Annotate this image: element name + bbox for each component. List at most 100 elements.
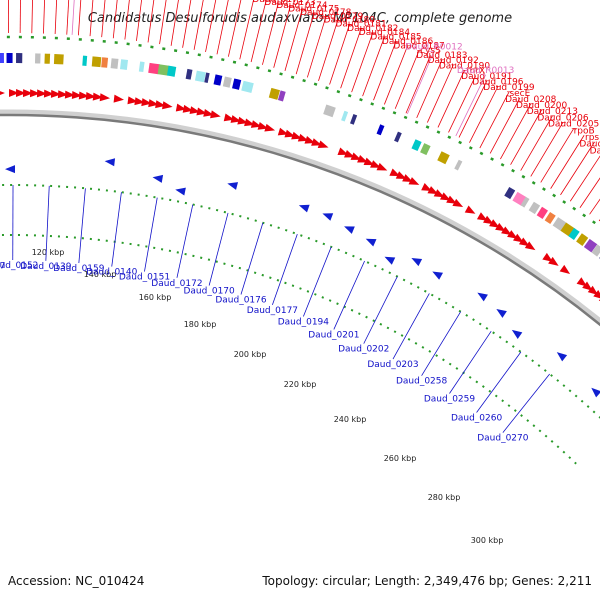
forward-gene-arrow bbox=[350, 152, 362, 160]
scale-tick-label: 160 kbp bbox=[139, 293, 172, 302]
gc-skew-ring bbox=[0, 184, 600, 419]
feature-block bbox=[91, 56, 102, 68]
reverse-gene-arrow bbox=[175, 187, 186, 196]
label-leader bbox=[392, 293, 430, 360]
gene-label-forward: Daud_0192 bbox=[428, 56, 479, 66]
genome-stats-text: Topology: circular; Length: 2,349,476 bp… bbox=[261, 574, 592, 588]
label-leader bbox=[407, 51, 435, 115]
scale-tick-label: 300 kbp bbox=[471, 536, 504, 545]
feature-block bbox=[166, 65, 177, 77]
forward-gene-arrow bbox=[395, 171, 407, 180]
scale-tick-label: 180 kbp bbox=[184, 320, 217, 329]
label-leader bbox=[362, 36, 385, 97]
feature-block bbox=[411, 139, 422, 152]
label-leader bbox=[510, 109, 542, 165]
gene-label-forward: thrX bbox=[466, 67, 485, 77]
forward-gene-arrow bbox=[489, 219, 500, 228]
forward-gene-arrow bbox=[36, 89, 48, 98]
label-leader bbox=[579, 177, 600, 208]
feature-block bbox=[454, 159, 463, 171]
label-leader bbox=[239, 0, 254, 60]
feature-block bbox=[222, 76, 232, 88]
forward-gene-arrow bbox=[524, 241, 536, 251]
label-leader bbox=[426, 64, 454, 123]
gene-label-reverse: Daud_0140 bbox=[86, 268, 138, 278]
forward-gene-arrow bbox=[127, 96, 138, 105]
gene-label-forward: Daud_0171 bbox=[252, 0, 303, 5]
backbone-halo bbox=[0, 109, 600, 325]
label-leader bbox=[216, 0, 229, 55]
feature-block bbox=[591, 244, 600, 257]
label-leader bbox=[144, 197, 158, 272]
label-leader bbox=[394, 50, 420, 109]
feature-block bbox=[101, 57, 109, 68]
reverse-gene-track bbox=[5, 158, 600, 398]
forward-gene-arrow bbox=[518, 237, 530, 247]
feature-block bbox=[0, 53, 4, 64]
forward-gene-arrow bbox=[439, 192, 451, 201]
feature-block bbox=[34, 53, 41, 64]
forward-gene-arrow bbox=[113, 94, 124, 103]
gene-label-forward: Daud_0185 bbox=[370, 32, 421, 42]
forward-gene-arrow bbox=[363, 157, 375, 166]
feature-block bbox=[120, 59, 129, 70]
gc-skew-track bbox=[0, 35, 600, 465]
label-leader bbox=[182, 0, 192, 48]
feature-block bbox=[194, 70, 206, 83]
gene-label-reverse: Daud_0202 bbox=[338, 345, 389, 355]
gc-skew-ring bbox=[0, 35, 600, 229]
forward-gene-arrow bbox=[542, 252, 553, 262]
forward-gene-arrow bbox=[548, 256, 559, 266]
gene-label-forward: Daud_0180 bbox=[324, 16, 376, 26]
reverse-gene-arrow bbox=[344, 226, 355, 234]
label-leader bbox=[240, 222, 264, 295]
feature-block bbox=[420, 143, 431, 156]
forward-gene-arrow bbox=[402, 174, 413, 182]
gene-label-forward: Daud_0196 bbox=[472, 77, 524, 87]
label-leader bbox=[405, 55, 431, 114]
label-leader bbox=[455, 74, 486, 137]
reverse-gene-arrow bbox=[477, 292, 488, 302]
scale-tick-label: 220 kbp bbox=[284, 380, 317, 389]
label-leader bbox=[550, 135, 585, 189]
scale-ticks: 120 kbp 140 kbp 160 kbp 180 kbp 200 kbp 220 k… bbox=[32, 248, 504, 545]
label-leader bbox=[469, 86, 499, 143]
label-leader bbox=[318, 20, 338, 82]
label-leader bbox=[101, 0, 106, 38]
reverse-gene-arrow bbox=[152, 174, 164, 183]
forward-gene-arrow bbox=[344, 149, 355, 158]
gene-label-forward: Daud_0186 bbox=[382, 37, 434, 47]
reverse-gene-arrow bbox=[556, 352, 568, 362]
reverse-gene-arrow bbox=[591, 387, 600, 398]
forward-gene-arrow bbox=[317, 140, 329, 149]
label-leader bbox=[159, 0, 167, 45]
gene-label-reverse: Daud_0259 bbox=[424, 395, 476, 405]
forward-gene-arrow bbox=[370, 160, 381, 168]
label-leader bbox=[208, 212, 229, 286]
reverse-gene-arrow bbox=[384, 256, 396, 265]
gene-label-forward: rpoB bbox=[574, 126, 595, 136]
label-leader bbox=[170, 0, 179, 46]
gene-label-reverse: Daud_0201 bbox=[308, 330, 359, 340]
scale-tick-label: 260 kbp bbox=[384, 454, 417, 463]
feature-block bbox=[82, 55, 88, 66]
gene-label-forward: Daud_0174 bbox=[276, 1, 328, 11]
genome-backbone bbox=[0, 109, 600, 327]
feature-block bbox=[323, 104, 336, 118]
label-leader bbox=[205, 0, 217, 53]
gene-labels: Daud_0093Daud_0092Daud_0106Daud_0118Daud… bbox=[0, 0, 600, 444]
feature-block bbox=[376, 124, 385, 136]
label-leader bbox=[71, 0, 75, 35]
label-leader bbox=[66, 0, 70, 35]
label-leader bbox=[449, 330, 492, 394]
feature-block bbox=[568, 227, 580, 240]
forward-gene-arrow bbox=[464, 205, 476, 214]
forward-gene-arrow bbox=[162, 101, 173, 110]
gene-label-forward: Daud_0205 bbox=[548, 120, 599, 130]
feature-block bbox=[16, 53, 23, 64]
gene-label-reverse: Daud_0139 bbox=[20, 262, 72, 272]
forward-gene-arrow bbox=[29, 89, 41, 98]
reverse-gene-arrow bbox=[5, 165, 15, 174]
